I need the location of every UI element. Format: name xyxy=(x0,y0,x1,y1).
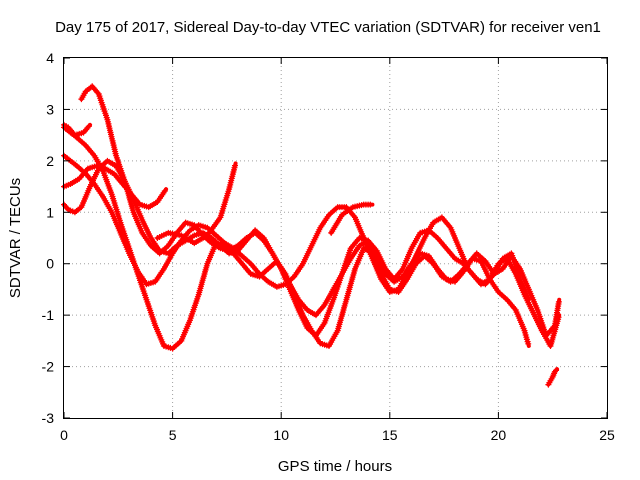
y-tick-label: 4 xyxy=(46,50,54,66)
series-track-9 xyxy=(545,367,560,388)
x-tick-label: 5 xyxy=(169,427,177,443)
y-tick-label: 2 xyxy=(46,153,54,169)
plot-frame xyxy=(63,57,608,419)
series-markers xyxy=(328,201,374,236)
y-axis-label: SDTVAR / TECUs xyxy=(7,178,24,298)
x-tick-label: 20 xyxy=(491,427,507,443)
y-tick-label: -3 xyxy=(42,410,55,426)
series-markers xyxy=(61,157,562,349)
series-track-2 xyxy=(61,124,562,352)
series-layer xyxy=(61,83,562,388)
y-tick-label: 0 xyxy=(46,256,54,272)
series-track-8 xyxy=(328,201,375,236)
x-tick-label: 0 xyxy=(60,427,68,443)
x-tick-label: 15 xyxy=(382,427,398,443)
series-line xyxy=(62,158,562,348)
axis-ticks: 0 5 10 15 20 25 -3 -2 -1 0 1 2 3 4 xyxy=(42,50,615,443)
chart-title: Day 175 of 2017, Sidereal Day-to-day VTE… xyxy=(55,19,601,36)
y-tick-label: 1 xyxy=(46,204,54,220)
series-markers xyxy=(545,367,559,388)
series-markers xyxy=(61,124,562,352)
y-tick-label: -2 xyxy=(42,359,55,375)
y-tick-label: -1 xyxy=(42,307,55,323)
series-track-6 xyxy=(154,161,238,247)
x-tick-label: 10 xyxy=(273,427,289,443)
series-markers xyxy=(154,162,238,247)
x-tick-label: 25 xyxy=(599,427,615,443)
series-track-4 xyxy=(61,157,562,349)
x-axis-label: GPS time / hours xyxy=(278,458,392,475)
y-tick-label: 3 xyxy=(46,101,54,117)
